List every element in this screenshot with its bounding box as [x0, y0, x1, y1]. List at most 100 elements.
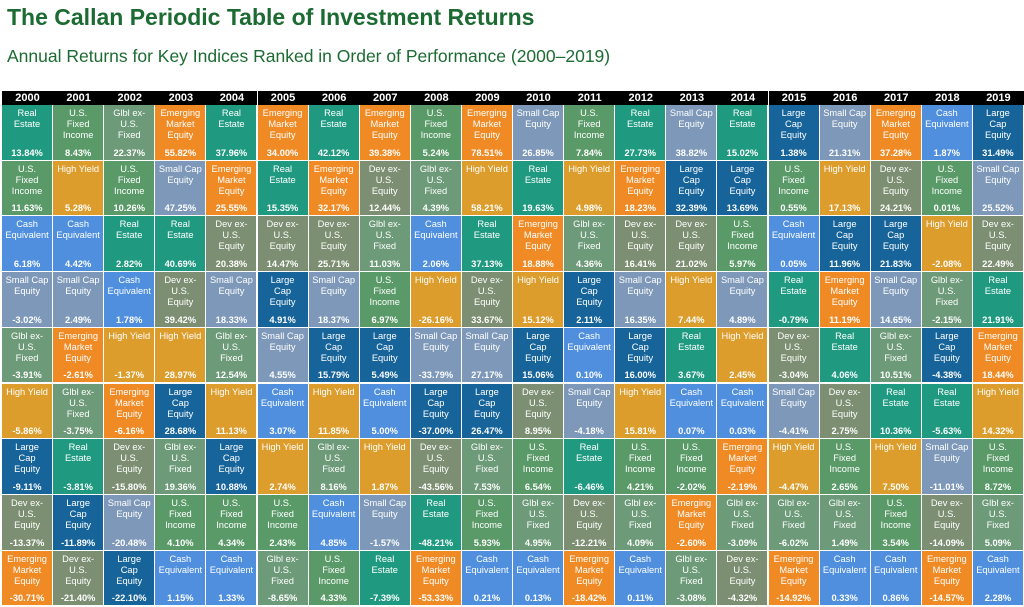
asset-class-label: Small Cap Equity [363, 497, 407, 519]
return-value: -8.65% [267, 593, 298, 604]
return-cell: High Yield -1.37% [104, 327, 156, 384]
return-cell: Emerging Market Equity 18.44% [972, 327, 1024, 384]
asset-class-label: Large Cap Equity [729, 163, 756, 196]
asset-class-label: Real Estate [116, 219, 143, 241]
asset-class-label: High Yield [568, 163, 611, 174]
asset-class-label: Dev ex- U.S. Equity [164, 275, 197, 308]
return-value: -33.79% [418, 370, 454, 381]
return-value: 26.47% [471, 426, 503, 437]
return-cell: High Yield 15.12% [513, 272, 565, 328]
return-cell: Real Estate 3.67% [666, 327, 718, 384]
return-cell: Large Cap Equity 10.88% [206, 439, 258, 495]
asset-class-label: Emerging Market Equity [620, 163, 661, 196]
return-cell: Glbl ex- U.S. Fixed -3.91% [2, 327, 54, 384]
year-header-2010: 2010 [513, 91, 565, 105]
return-cell: Small Cap Equity -11.01% [921, 439, 973, 495]
return-value: -21.40% [60, 593, 96, 604]
asset-class-label: Emerging Market Equity [978, 330, 1018, 363]
year-header-2004: 2004 [206, 91, 258, 105]
asset-class-label: Glbl ex- U.S. Fixed [675, 553, 708, 586]
return-cell: U.S. Fixed Income 0.01% [921, 160, 973, 217]
return-cell: Dev ex- U.S. Equity -12.21% [564, 494, 616, 551]
return-value: -15.80% [111, 481, 147, 492]
return-value: 4.42% [64, 259, 92, 270]
return-value: 7.44% [678, 314, 705, 325]
return-value: -6.16% [114, 426, 144, 437]
return-value: 2.49% [64, 314, 92, 325]
return-cell: Dev ex- U.S. Equity 14.47% [257, 216, 309, 273]
asset-class-label: Small Cap Equity [261, 330, 304, 352]
return-cell: Glbl ex- U.S. Fixed 7.53% [461, 439, 513, 495]
year-header-2012: 2012 [615, 91, 667, 105]
return-cell: Cash Equivalent 0.21% [461, 550, 513, 607]
return-value: 38.82% [675, 147, 708, 158]
return-value: 15.12% [522, 314, 554, 325]
asset-class-label: High Yield [414, 275, 457, 286]
return-value: 39.38% [368, 147, 401, 158]
return-value: 6.97% [371, 314, 398, 325]
year-header-2014: 2014 [717, 91, 769, 105]
asset-class-label: Large Cap Equity [422, 386, 449, 419]
asset-class-label: U.S. Fixed Income [318, 553, 349, 586]
return-cell: U.S. Fixed Income 0.55% [768, 160, 820, 217]
return-cell: U.S. Fixed Income 4.10% [155, 494, 207, 551]
return-cell: Glbl ex- U.S. Fixed 4.36% [564, 216, 616, 273]
return-value: 58.21% [471, 203, 503, 214]
return-value: 4.85% [320, 537, 347, 548]
return-cell: Cash Equivalent 1.78% [104, 272, 156, 328]
asset-class-label: U.S. Fixed Income [369, 275, 400, 308]
asset-class-label: Cash Equivalent [5, 219, 49, 241]
return-value: 11.63% [11, 203, 43, 214]
return-cell: U.S. Fixed Income -2.02% [666, 439, 718, 495]
year-header-2008: 2008 [410, 91, 462, 105]
asset-class-label: Dev ex- U.S. Equity [726, 553, 759, 586]
asset-class-label: Emerging Market Equity [313, 163, 354, 196]
return-value: 18.44% [982, 370, 1014, 381]
return-value: -4.41% [778, 426, 809, 437]
year-header-2011: 2011 [564, 91, 616, 105]
return-value: 11.85% [318, 426, 350, 437]
asset-class-label: Glbl ex- U.S. Fixed [573, 219, 606, 252]
return-value: 25.55% [215, 203, 248, 214]
return-value: 0.55% [780, 203, 807, 214]
return-value: 14.32% [982, 426, 1014, 437]
asset-class-label: Glbl ex- U.S. Fixed [470, 442, 503, 475]
return-cell: High Yield 4.98% [564, 160, 616, 217]
return-value: -3.75% [63, 426, 93, 437]
return-cell: Dev ex- U.S. Equity 39.42% [155, 272, 207, 328]
asset-class-label: Cash Equivalent [465, 553, 509, 575]
return-value: 2.43% [269, 537, 296, 548]
asset-class-label: High Yield [108, 330, 151, 341]
asset-class-label: High Yield [977, 386, 1019, 397]
asset-class-label: Real Estate [882, 386, 909, 408]
return-value: 4.21% [627, 481, 654, 492]
return-value: -4.18% [574, 426, 604, 437]
asset-class-label: U.S. Fixed Income [165, 497, 196, 530]
return-cell: Small Cap Equity 18.33% [206, 272, 258, 328]
return-cell: Small Cap Equity 47.25% [155, 160, 207, 217]
return-value: 27.17% [471, 370, 503, 381]
asset-class-label: Real Estate [575, 442, 603, 464]
return-value: -37.00% [418, 426, 454, 437]
asset-class-label: Small Cap Equity [720, 275, 764, 297]
asset-class-label: Large Cap Equity [269, 275, 296, 308]
return-value: -2.08% [932, 259, 962, 270]
return-value: 0.11% [627, 593, 654, 604]
asset-class-label: Emerging Market Equity [518, 219, 558, 252]
asset-class-label: Glbl ex- U.S. Fixed [317, 442, 350, 475]
return-cell: Emerging Market Equity -14.57% [921, 550, 973, 607]
asset-class-label: Cash Equivalent [925, 108, 969, 129]
return-value: -2.61% [63, 370, 93, 381]
asset-class-label: Real Estate [524, 163, 552, 185]
return-value: 4.89% [729, 314, 756, 325]
asset-class-label: Large Cap Equity [525, 330, 551, 363]
return-cell: Emerging Market Equity -2.61% [53, 327, 105, 384]
return-cell: Real Estate 15.35% [257, 160, 309, 217]
asset-class-label: Small Cap Equity [516, 108, 560, 129]
return-value: 0.05% [780, 259, 807, 270]
asset-class-label: Dev ex- U.S. Equity [266, 219, 299, 252]
return-cell: High Yield 11.85% [308, 383, 360, 440]
return-value: 39.42% [164, 314, 197, 325]
return-cell: U.S. Fixed Income 5.93% [461, 494, 513, 551]
return-value: 37.96% [215, 147, 248, 158]
